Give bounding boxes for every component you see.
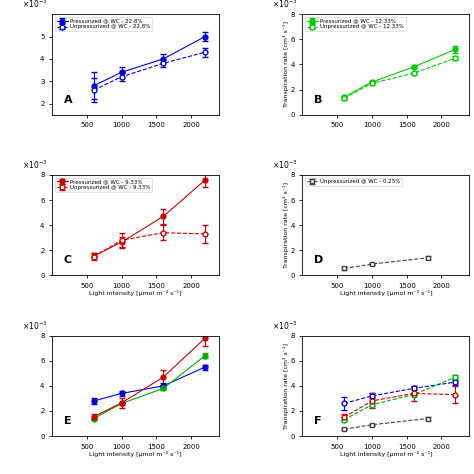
Legend: Pressurized @ WC - 22.8%, Unpressurized @ WC - 22.8%: Pressurized @ WC - 22.8%, Unpressurized … (55, 17, 152, 31)
Legend: Pressurized @ WC - 9.33%, Unpressurized @ WC - 9.33%: Pressurized @ WC - 9.33%, Unpressurized … (55, 178, 152, 192)
Text: B: B (314, 95, 322, 105)
X-axis label: Light intensity [μmol m⁻² s⁻¹]: Light intensity [μmol m⁻² s⁻¹] (89, 451, 182, 457)
X-axis label: Light intensity [μmol m⁻² s⁻¹]: Light intensity [μmol m⁻² s⁻¹] (339, 451, 432, 457)
Text: $\times10^{-3}$: $\times10^{-3}$ (273, 158, 298, 171)
Legend: Unpressurized @ WC - 0.25%: Unpressurized @ WC - 0.25% (305, 178, 402, 186)
Text: $\times10^{-3}$: $\times10^{-3}$ (22, 319, 48, 332)
Y-axis label: Transpiration rate [cm³ s⁻¹]: Transpiration rate [cm³ s⁻¹] (283, 182, 289, 268)
Text: D: D (314, 255, 323, 265)
Text: A: A (64, 95, 73, 105)
Legend: Pressurized @ WC - 12.33%, Unpressurized @ WC - 12.33%: Pressurized @ WC - 12.33%, Unpressurized… (305, 17, 406, 31)
Text: E: E (64, 416, 72, 426)
Text: F: F (314, 416, 321, 426)
Y-axis label: Transpiration rate [cm³ s⁻¹]: Transpiration rate [cm³ s⁻¹] (283, 21, 289, 108)
X-axis label: Light intensity [μmol m⁻² s⁻¹]: Light intensity [μmol m⁻² s⁻¹] (89, 291, 182, 296)
Text: $\times10^{-3}$: $\times10^{-3}$ (22, 158, 48, 171)
Text: $\times10^{-3}$: $\times10^{-3}$ (273, 319, 298, 332)
X-axis label: Light intensity [μmol m⁻² s⁻¹]: Light intensity [μmol m⁻² s⁻¹] (339, 291, 432, 296)
Text: C: C (64, 255, 72, 265)
Text: $\times10^{-3}$: $\times10^{-3}$ (273, 0, 298, 10)
Y-axis label: Transpiration rate [cm³ s⁻¹]: Transpiration rate [cm³ s⁻¹] (283, 343, 289, 429)
Text: $\times10^{-3}$: $\times10^{-3}$ (22, 0, 48, 10)
